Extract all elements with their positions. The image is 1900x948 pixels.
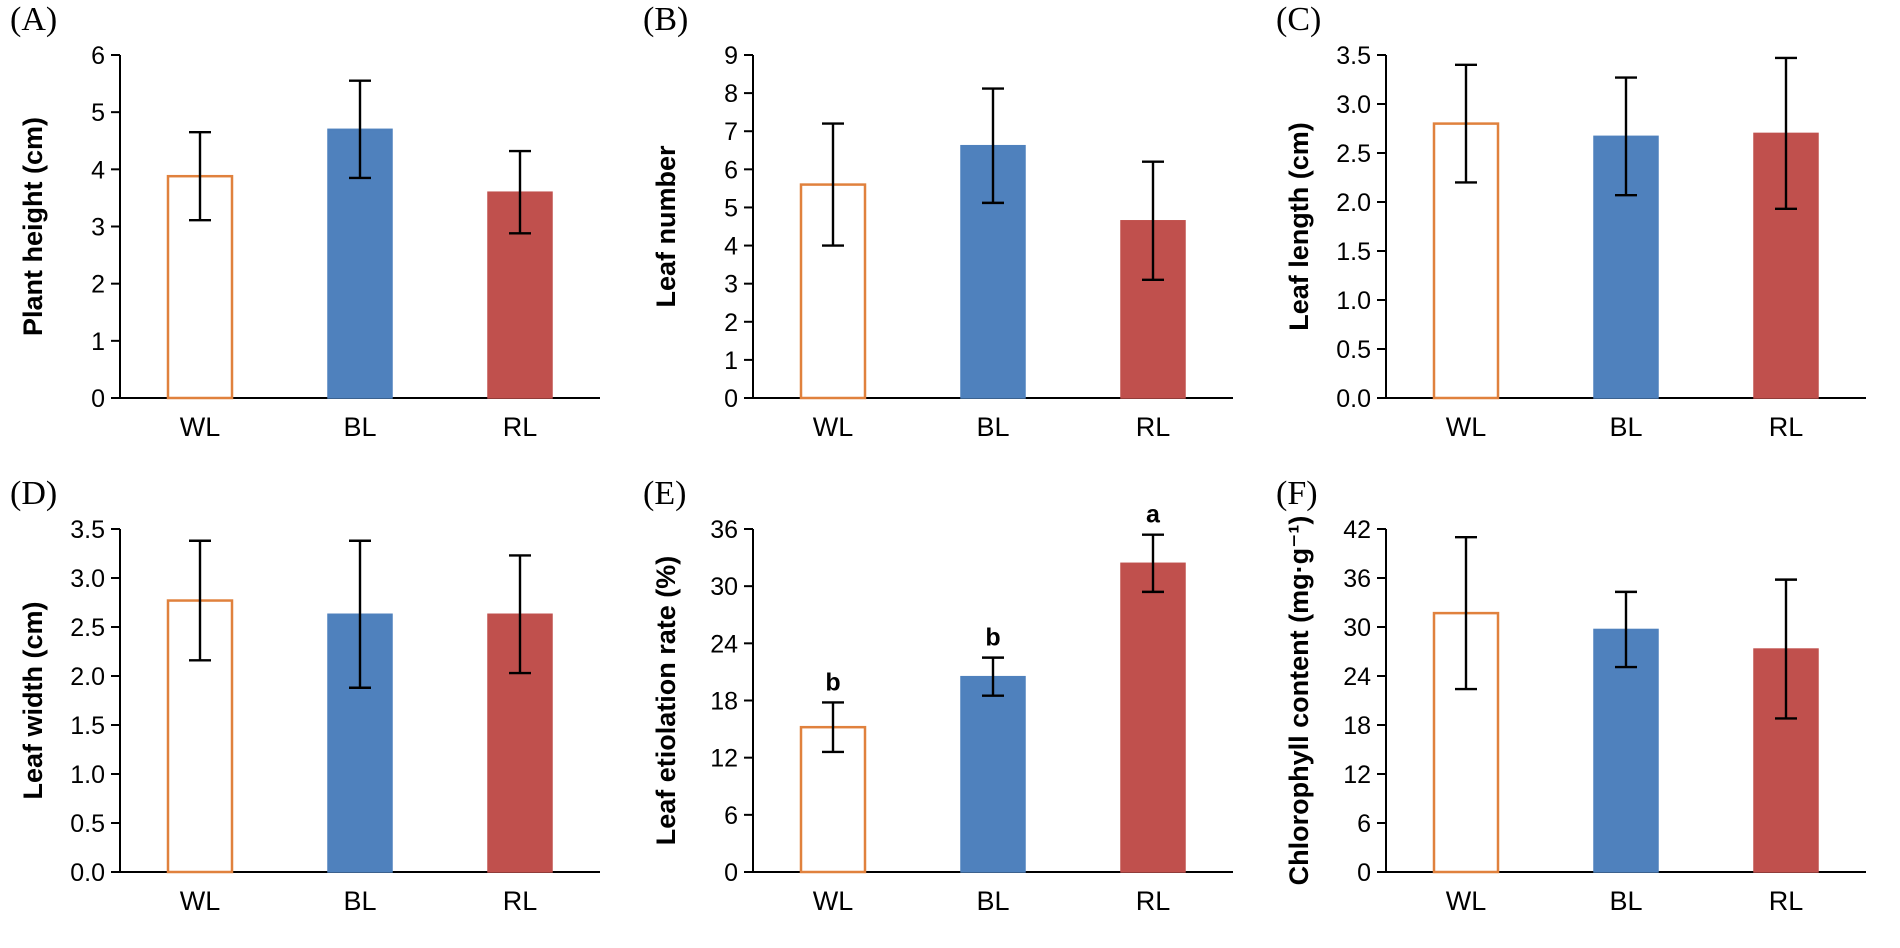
y-tick-label: 2.5 [70,614,105,642]
panel-leaf-length: (C) 0.0 0.5 1.0 1.5 2.0 2.5 3.0 3.5 WL BL RL Leaf l… [1266,0,1899,474]
y-tick-label: 1.5 [70,712,105,740]
y-tick-label: 6 [91,42,105,70]
y-tick-label: 1.0 [1336,287,1371,315]
y-axis-title: Leaf width (cm) [18,601,48,799]
panel-letter-d: (D) [10,475,58,512]
y-tick-label: 18 [710,688,738,716]
y-tick-label: 6 [724,156,738,184]
y-tick-label: 5 [724,194,738,222]
y-tick-label: 0 [1357,859,1371,887]
y-axis-title: Plant height (cm) [18,117,48,336]
y-tick-label: 0 [91,385,105,413]
x-category-label-BL: BL [1609,886,1642,916]
y-tick-label: 0.5 [1336,336,1371,364]
x-category-label-BL: BL [976,412,1009,442]
panel-letter-b: (B) [643,1,689,38]
y-tick-label: 18 [1343,712,1371,740]
y-tick-label: 0 [724,859,738,887]
y-tick-label: 42 [1343,516,1371,544]
y-tick-label: 36 [710,516,738,544]
y-tick-label: 12 [710,745,738,773]
y-tick-label: 2.0 [70,663,105,691]
x-category-label-BL: BL [976,886,1009,916]
x-category-label-RL: RL [503,412,538,442]
y-tick-label: 2 [724,309,738,337]
panel-letter-e: (E) [643,475,687,512]
y-tick-label: 2.5 [1336,140,1371,168]
y-tick-label: 4 [724,233,738,261]
panel-leaf-width: (D) 0.0 0.5 1.0 1.5 2.0 2.5 3.0 3.5 WL BL RL Leaf w… [0,474,633,948]
y-tick-label: 7 [724,118,738,146]
y-tick-label: 9 [724,42,738,70]
x-category-label-WL: WL [180,886,221,916]
x-category-label-RL: RL [1136,886,1171,916]
panel-leaf-number: (B) 0 1 2 3 4 5 6 7 8 9 WL BL RL Leaf number [633,0,1266,474]
bar-chart-leaf-number: 0 1 2 3 4 5 6 7 8 9 WL BL RL Leaf number [651,42,1233,442]
x-category-label-BL: BL [1609,412,1642,442]
y-tick-label: 36 [1343,565,1371,593]
y-tick-label: 3.0 [70,565,105,593]
y-tick-label: 4 [91,156,105,184]
y-tick-label: 3.5 [1336,42,1371,70]
y-tick-label: 6 [724,802,738,830]
bar-RL [1120,562,1186,873]
y-tick-label: 2 [91,271,105,299]
panel-letter-c: (C) [1276,1,1322,38]
y-tick-label: 0.5 [70,810,105,838]
x-category-label-RL: RL [1769,412,1804,442]
x-category-label-RL: RL [503,886,538,916]
y-tick-label: 2.0 [1336,189,1371,217]
x-category-label-WL: WL [813,886,854,916]
panel-letter-f: (F) [1276,475,1318,512]
y-axis-title: Leaf length (cm) [1284,122,1314,331]
y-tick-label: 6 [1357,810,1371,838]
y-tick-label: 24 [710,630,738,658]
significance-letter-WL: b [825,668,840,696]
bar-BL [960,675,1026,873]
bar-chart-leaf-etiolation-rate: 0 6 12 18 24 30 36 b WL b BL a RL Leaf etiolation rat… [651,501,1233,916]
x-category-label-WL: WL [1446,412,1487,442]
y-axis-title: Chlorophyll content (mg·g⁻¹) [1284,516,1314,886]
x-category-label-WL: WL [180,412,221,442]
x-category-label-WL: WL [1446,886,1487,916]
panel-plant-height: (A) 0 1 2 3 4 5 6 WL BL RL Plant height (cm) [0,0,633,474]
y-tick-label: 30 [1343,614,1371,642]
y-axis-title: Leaf number [651,145,681,308]
y-tick-label: 30 [710,573,738,601]
y-tick-label: 8 [724,80,738,108]
panel-leaf-etiolation-rate: (E) 0 6 12 18 24 30 36 b WL b BL a RL Leaf etiolation… [633,474,1266,948]
y-tick-label: 3.0 [1336,91,1371,119]
y-tick-label: 3.5 [70,516,105,544]
bar-chart-leaf-length: 0.0 0.5 1.0 1.5 2.0 2.5 3.0 3.5 WL BL RL Leaf lengt… [1284,42,1866,442]
x-category-label-WL: WL [813,412,854,442]
x-category-label-RL: RL [1769,886,1804,916]
y-tick-label: 3 [91,214,105,242]
bar-chart-chlorophyll-content: 0 6 12 18 24 30 36 42 WL BL RL Chlorophyll content … [1284,516,1866,916]
y-tick-label: 5 [91,99,105,127]
panel-chlorophyll-content: (F) 0 6 12 18 24 30 36 42 WL BL RL Chlorophyll cont… [1266,474,1899,948]
y-tick-label: 12 [1343,761,1371,789]
y-tick-label: 0 [724,385,738,413]
y-tick-label: 0.0 [70,859,105,887]
bar-BL [1593,628,1659,873]
y-axis-title: Leaf etiolation rate (%) [651,556,681,846]
y-tick-label: 0.0 [1336,385,1371,413]
x-category-label-BL: BL [343,886,376,916]
y-tick-label: 1 [724,347,738,375]
panel-letter-a: (A) [10,1,58,38]
y-tick-label: 1.0 [70,761,105,789]
y-tick-label: 1 [91,328,105,356]
x-category-label-RL: RL [1136,412,1171,442]
x-category-label-BL: BL [343,412,376,442]
y-tick-label: 3 [724,271,738,299]
significance-letter-RL: a [1146,501,1161,529]
bar-chart-leaf-width: 0.0 0.5 1.0 1.5 2.0 2.5 3.0 3.5 WL BL RL Leaf width… [18,516,600,916]
bar-chart-plant-height: 0 1 2 3 4 5 6 WL BL RL Plant height (cm) [18,42,600,442]
significance-letter-BL: b [985,624,1000,652]
y-tick-label: 24 [1343,663,1371,691]
y-tick-label: 1.5 [1336,238,1371,266]
